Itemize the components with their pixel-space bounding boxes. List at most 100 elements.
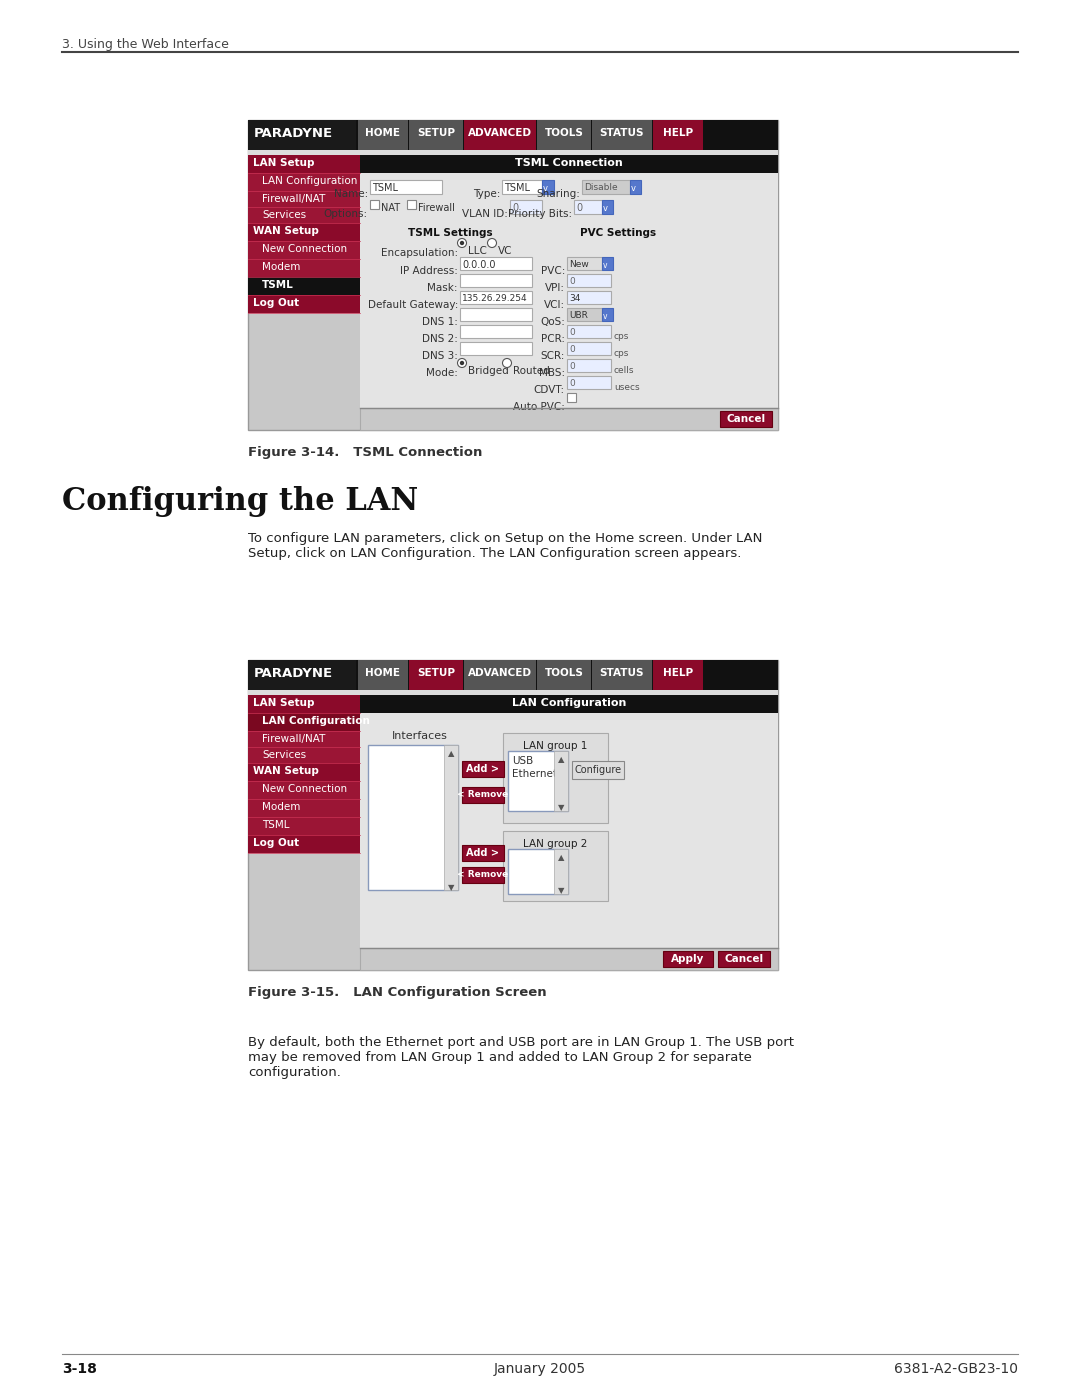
Text: LAN Configuration: LAN Configuration [512, 698, 626, 707]
Text: Services: Services [262, 749, 306, 761]
Text: SETUP: SETUP [417, 129, 455, 138]
Bar [602, 308, 613, 322]
Bar [542, 180, 554, 194]
Bar [248, 120, 778, 431]
Text: Sharing:: Sharing: [536, 189, 580, 199]
Bar [582, 180, 630, 194]
Text: LAN group 1: LAN group 1 [523, 741, 588, 751]
Text: Modem: Modem [262, 261, 300, 273]
Text: PCR:: PCR: [541, 334, 565, 344]
Text: IP Address:: IP Address: [400, 266, 458, 275]
Text: < Remove: < Remove [457, 790, 509, 800]
Text: NAT: NAT [381, 203, 400, 212]
Bar [567, 257, 602, 270]
Text: ▲: ▲ [557, 853, 564, 863]
Text: Default Gateway:: Default Gateway: [367, 301, 458, 310]
Bar [360, 948, 778, 970]
Bar [357, 660, 408, 691]
Text: VC: VC [498, 246, 513, 256]
Bar [248, 747, 360, 763]
Bar [462, 867, 504, 884]
Text: PVC Settings: PVC Settings [580, 228, 657, 238]
Bar [567, 376, 611, 389]
Bar [503, 733, 608, 823]
Text: By default, both the Ethernet port and USB port are in LAN Group 1. The USB port: By default, both the Ethernet port and U… [248, 1036, 794, 1079]
Text: HOME: HOME [365, 668, 401, 678]
Circle shape [458, 239, 467, 247]
Text: Configure: Configure [575, 765, 622, 774]
Bar [248, 713, 360, 731]
Bar [444, 745, 458, 891]
Text: Cancel: Cancel [727, 414, 766, 424]
Bar [572, 761, 624, 779]
Text: LAN Configuration: LAN Configuration [262, 176, 357, 186]
Text: v: v [542, 185, 548, 193]
Text: To configure LAN parameters, click on Setup on the Home screen. Under LAN
Setup,: To configure LAN parameters, click on Se… [248, 533, 762, 561]
Bar [360, 155, 778, 431]
Text: ▼: ▼ [557, 886, 564, 895]
Bar [567, 359, 611, 372]
Bar [567, 274, 611, 287]
Circle shape [460, 361, 464, 365]
Bar [248, 660, 356, 691]
Bar [360, 155, 778, 173]
Bar [370, 180, 442, 194]
Text: VCI:: VCI: [544, 301, 565, 310]
Bar [248, 277, 360, 295]
Text: QoS:: QoS: [540, 317, 565, 327]
Text: TSML Settings: TSML Settings [407, 228, 492, 238]
Text: New: New [569, 260, 589, 268]
Bar [407, 200, 416, 208]
Text: LAN Setup: LAN Setup [253, 158, 314, 168]
Bar [537, 660, 591, 691]
Bar [567, 393, 576, 403]
Text: Type:: Type: [473, 189, 500, 199]
Text: Modem: Modem [262, 802, 300, 812]
Text: DNS 1:: DNS 1: [422, 317, 458, 327]
Bar [248, 120, 356, 150]
Bar [502, 180, 542, 194]
Text: ADVANCED: ADVANCED [468, 129, 532, 138]
Text: 0: 0 [576, 203, 582, 212]
Bar [248, 781, 360, 800]
Bar [248, 695, 360, 713]
Text: 0.0.0.0: 0.0.0.0 [462, 260, 496, 270]
Circle shape [502, 358, 512, 368]
Bar [248, 660, 778, 691]
Bar [409, 120, 463, 150]
Text: Mask:: Mask: [428, 282, 458, 294]
Bar [653, 120, 703, 150]
Bar [567, 291, 611, 303]
Text: ▲: ▲ [448, 749, 455, 758]
Text: WAN Setup: WAN Setup [253, 766, 319, 776]
Text: cps: cps [615, 331, 630, 341]
Text: USB: USB [512, 756, 534, 766]
Text: ▼: ▼ [557, 802, 564, 812]
Text: Encapsulation:: Encapsulation: [381, 247, 458, 259]
Text: Firewall: Firewall [418, 203, 455, 212]
Text: 0: 0 [569, 379, 575, 389]
Text: Apply: Apply [672, 953, 704, 965]
Text: Ethernet: Ethernet [512, 769, 557, 779]
Bar [248, 224, 360, 240]
Text: SETUP: SETUP [417, 668, 455, 678]
Text: Services: Services [262, 210, 306, 219]
Text: Log Out: Log Out [253, 298, 299, 308]
Text: VPI:: VPI: [545, 282, 565, 294]
Bar [460, 291, 532, 303]
Text: Cancel: Cancel [725, 953, 764, 965]
Bar [508, 849, 568, 893]
Text: v: v [603, 204, 607, 212]
Text: Firewall/NAT: Firewall/NAT [262, 194, 325, 204]
Text: v: v [603, 312, 607, 322]
Bar [460, 257, 532, 270]
Bar [630, 180, 642, 194]
Text: SCR:: SCR: [541, 351, 565, 361]
Text: TSML: TSML [372, 183, 399, 193]
Text: 3-18: 3-18 [62, 1362, 97, 1376]
Bar [248, 816, 360, 835]
Text: Bridged: Bridged [468, 366, 509, 376]
Bar [462, 844, 504, 861]
Bar [567, 324, 611, 338]
Bar [653, 660, 703, 691]
